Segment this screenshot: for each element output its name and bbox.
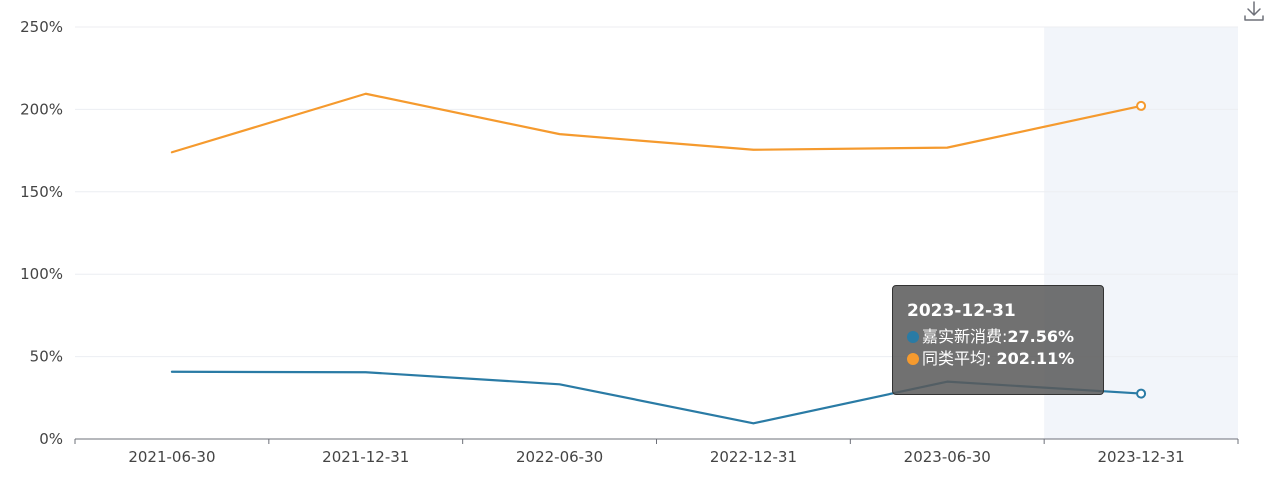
chart-tooltip: 2023-12-31 嘉实新消费:27.56% 同类平均: 202.11%: [892, 285, 1104, 395]
hover-markers: [1136, 100, 1147, 399]
tooltip-row-series-2: 同类平均: 202.11%: [907, 348, 1089, 370]
tooltip-title: 2023-12-31: [907, 301, 1016, 321]
series-line-2: [170, 92, 1143, 154]
series-2-hover-point: [1136, 100, 1147, 111]
x-axis-tick-labels: 2021-06-30 2021-12-31 2022-06-30 2022-12-31…: [128, 448, 1184, 466]
tooltip-series-2-label: 同类平均:: [922, 349, 997, 368]
x-tick-label: 2023-12-31: [1097, 448, 1184, 466]
x-axis-ticks: [74, 439, 1239, 444]
x-tick-label: 2022-06-30: [516, 448, 603, 466]
tooltip-row-series-1: 嘉实新消费:27.56%: [907, 326, 1089, 348]
tooltip-series-1-label: 嘉实新消费:: [922, 327, 1008, 346]
y-tick-label: 100%: [20, 265, 63, 283]
y-tick-label: 50%: [30, 348, 63, 366]
tooltip-series-2-dot: [907, 353, 919, 365]
tooltip-series-2-value: 202.11%: [996, 349, 1075, 368]
download-icon: [1244, 1, 1264, 21]
y-tick-label: 200%: [20, 100, 63, 118]
x-tick-label: 2021-12-31: [322, 448, 409, 466]
x-tick-label: 2023-06-30: [904, 448, 991, 466]
download-button[interactable]: [1242, 0, 1266, 22]
x-tick-label: 2022-12-31: [710, 448, 797, 466]
y-axis-tick-labels: 0% 50% 100% 150% 200% 250%: [20, 18, 63, 448]
y-tick-label: 150%: [20, 183, 63, 201]
y-tick-label: 0%: [39, 430, 63, 448]
series-1-hover-point: [1136, 388, 1147, 399]
tooltip-series-1-dot: [907, 331, 919, 343]
x-tick-label: 2021-06-30: [128, 448, 215, 466]
y-tick-label: 250%: [20, 18, 63, 36]
tooltip-series-1-value: 27.56%: [1007, 327, 1075, 346]
